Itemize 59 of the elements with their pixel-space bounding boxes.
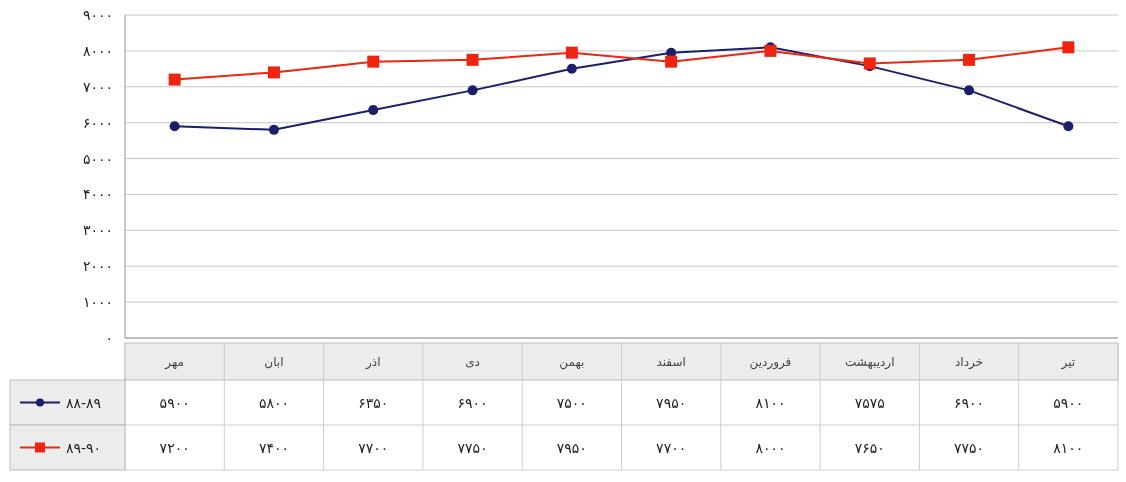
data-label: ۵۹۰۰: [1053, 394, 1084, 411]
x-tick-label: تیر: [1060, 355, 1076, 370]
data-label: ۸۱۰۰: [755, 394, 786, 411]
data-label: ۶۹۰۰: [457, 394, 488, 411]
x-tick-label: اذر: [365, 355, 381, 370]
data-label: ۸۰۰۰: [755, 439, 786, 456]
data-label: ۷۶۵۰: [854, 439, 885, 456]
data-label: ۷۵۷۵: [854, 394, 885, 411]
data-label: ۵۹۰۰: [159, 394, 190, 411]
data-label: ۵۸۰۰: [258, 394, 289, 411]
data-label: ۷۹۵۰: [556, 439, 587, 456]
point: [466, 53, 479, 66]
y-tick-label: ۲۰۰۰: [82, 258, 113, 275]
point: [566, 63, 577, 74]
data-label: ۷۷۵۰: [457, 439, 488, 456]
legend-label: ۸۸-۸۹: [66, 394, 102, 411]
point: [368, 105, 379, 116]
x-tick-label: اردیبهشت: [845, 355, 895, 370]
data-label: ۸۱۰۰: [1053, 439, 1084, 456]
point: [467, 85, 478, 96]
y-tick-label: ۱۰۰۰: [82, 294, 113, 311]
data-label: ۷۵۰۰: [556, 394, 587, 411]
x-tick-label: فروردین: [749, 355, 792, 370]
x-tick-label: اسفند: [656, 355, 686, 369]
data-label: ۷۷۰۰: [656, 439, 687, 456]
legend-label: ۸۹-۹۰: [66, 439, 102, 456]
point: [267, 66, 280, 79]
point: [863, 57, 876, 70]
data-label: ۷۹۵۰: [656, 394, 687, 411]
data-label: ۷۴۰۰: [258, 439, 289, 456]
point: [1062, 41, 1075, 54]
point: [764, 44, 777, 57]
y-tick-label: ۹۰۰۰: [82, 7, 113, 23]
y-tick-label: ۳۰۰۰: [82, 222, 113, 239]
x-tick-label: بهمن: [559, 355, 585, 370]
point: [168, 73, 181, 86]
point: [268, 124, 279, 135]
x-tick-label: دی: [465, 355, 480, 369]
data-label: ۶۳۵۰: [358, 394, 389, 411]
y-tick-label: ۷۰۰۰: [82, 78, 113, 95]
point: [565, 46, 578, 59]
data-label: ۷۲۰۰: [159, 439, 190, 456]
point: [963, 53, 976, 66]
point: [665, 55, 678, 68]
point: [169, 121, 180, 132]
point: [1063, 121, 1074, 132]
point: [367, 55, 380, 68]
x-tick-label: خرداد: [955, 355, 984, 370]
x-tick-label: مهر: [164, 355, 184, 370]
y-tick-label: ۵۰۰۰: [82, 150, 113, 167]
point: [964, 85, 975, 96]
data-label: ۷۷۵۰: [954, 439, 985, 456]
y-tick-label: ۶۰۰۰: [82, 114, 113, 131]
y-tick-label: ۰: [105, 330, 113, 346]
data-label: ۷۷۰۰: [358, 439, 389, 456]
x-tick-label: ابان: [264, 355, 284, 369]
data-label: ۶۹۰۰: [954, 394, 985, 411]
y-tick-label: ۴۰۰۰: [82, 186, 113, 203]
y-tick-label: ۸۰۰۰: [82, 42, 113, 59]
